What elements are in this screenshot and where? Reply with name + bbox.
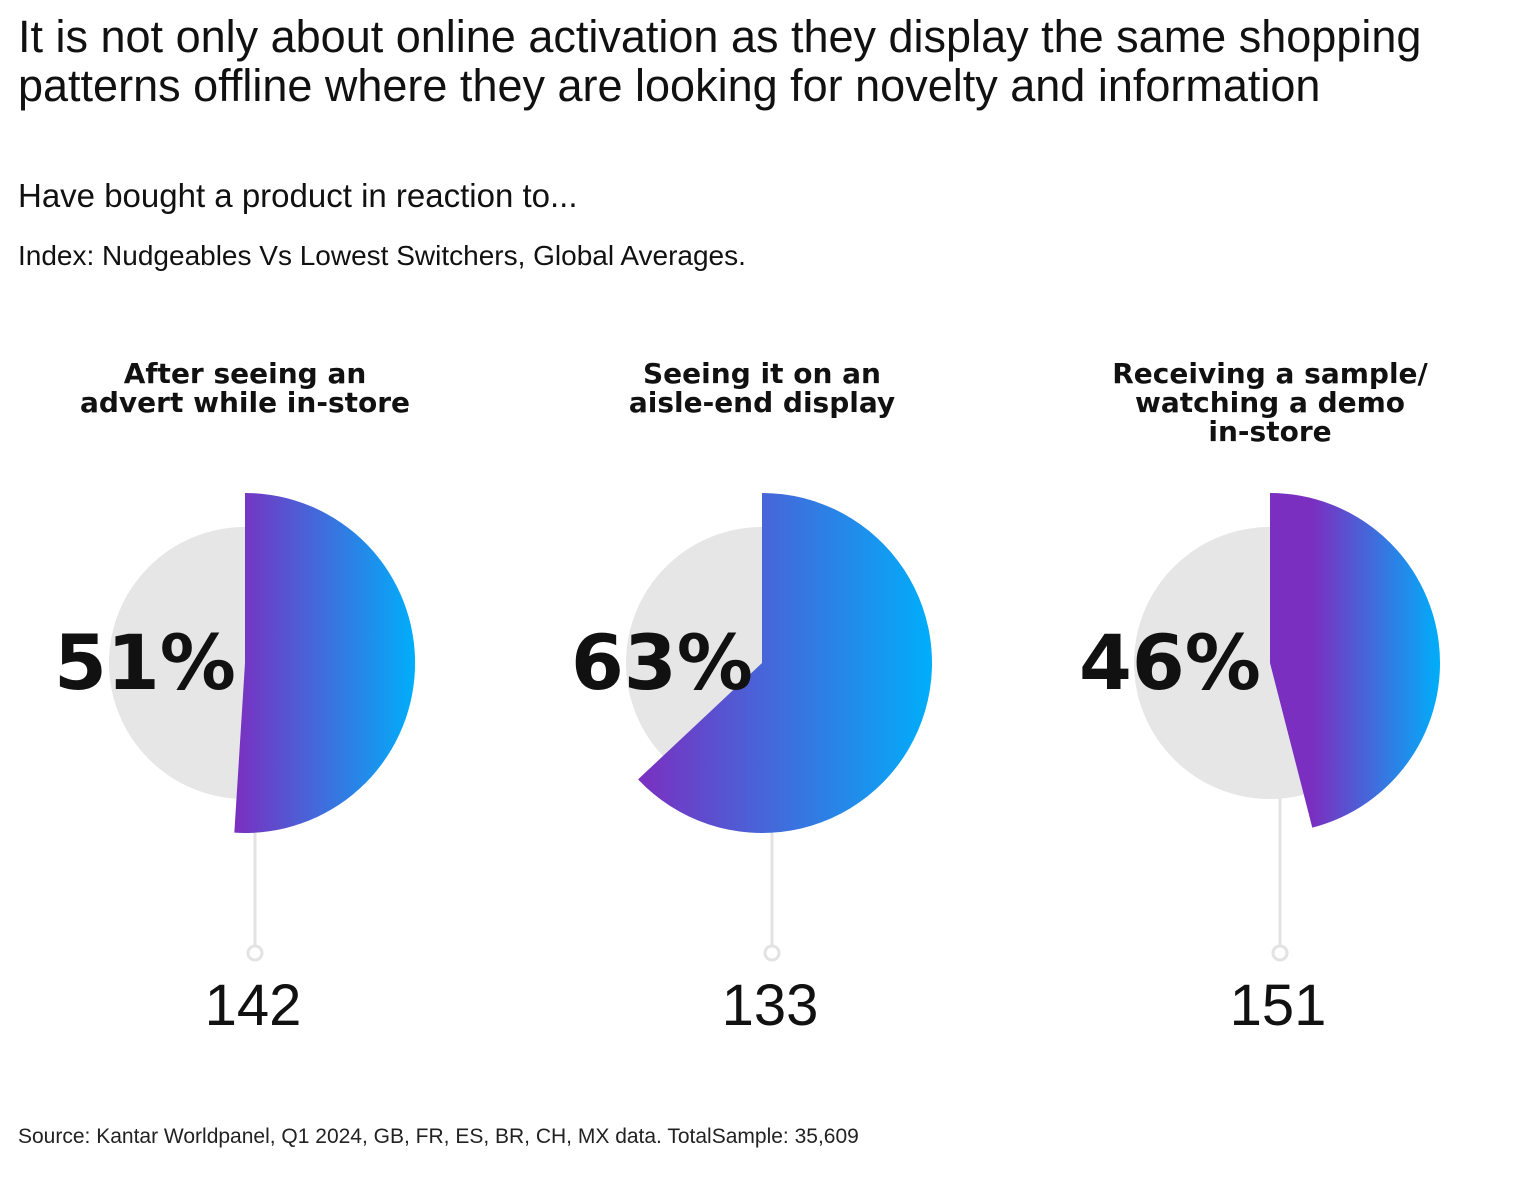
category-label: After seeing an advert while in-store <box>80 357 410 419</box>
category-label: Receiving a sample/watching a demo in-sto… <box>1112 357 1428 448</box>
leader-dot <box>763 944 781 962</box>
leader-dot <box>1271 944 1289 962</box>
percent-label: 46% <box>1079 618 1261 707</box>
pie-group-2: Seeing it on an aisle-end display 63% 133 <box>571 357 933 1038</box>
category-label: Seeing it on an aisle-end display <box>629 357 895 419</box>
source-note: Source: Kantar Worldpanel, Q1 2024, GB, … <box>18 1125 859 1148</box>
leader-dot <box>246 944 264 962</box>
index-value-label: 151 <box>1230 973 1327 1038</box>
chart-subtitle: Have bought a product in reaction to... <box>18 177 578 214</box>
pie-group-3: Receiving a sample/watching a demo in-sto… <box>1079 357 1441 1038</box>
pie-slice <box>1270 493 1441 828</box>
percent-label: 63% <box>571 618 753 707</box>
index-note: Index: Nudgeables Vs Lowest Switchers, G… <box>18 240 746 271</box>
index-value-label: 133 <box>722 973 819 1038</box>
index-value-label: 142 <box>205 973 302 1038</box>
pie-slice <box>638 493 933 833</box>
pie-group-1: After seeing an advert while in-store 51% 1… <box>54 357 416 1038</box>
chart-title: It is not only about online activation a… <box>18 11 1422 111</box>
pie-slice <box>234 493 416 833</box>
percent-label: 51% <box>54 618 236 707</box>
